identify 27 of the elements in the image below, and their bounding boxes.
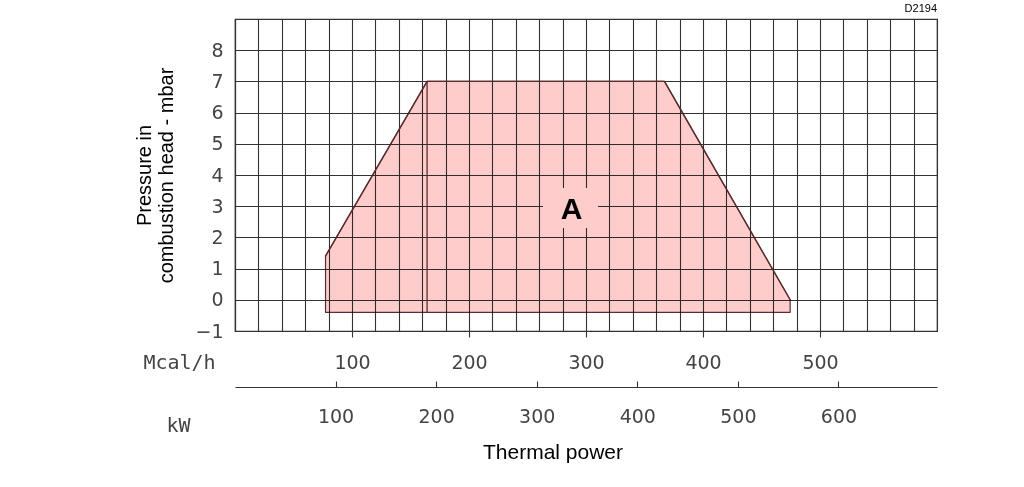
x-tick-label: 500 <box>720 404 757 427</box>
y-tick-label: 7 <box>211 69 224 92</box>
x-tick-label: 600 <box>820 404 858 427</box>
x2-tick-label: 400 <box>685 350 722 373</box>
y-axis-title: Pressure in combustion head - mbar <box>132 67 177 284</box>
x-tick-label: 400 <box>619 404 656 427</box>
y-tick-label: 2 <box>211 225 224 248</box>
y-tick-label: 1 <box>211 257 224 280</box>
x-axis-title: kW <box>166 412 192 437</box>
x2-tick-label: 300 <box>568 350 605 373</box>
text: D2194 <box>904 2 937 14</box>
text: Thermal power <box>482 440 624 463</box>
y-tick-label: 6 <box>211 101 224 124</box>
y-tick-label: 3 <box>211 194 224 217</box>
x-tick-label: 200 <box>418 404 455 427</box>
y-tick-label: 5 <box>211 132 224 155</box>
x-tick-label: 300 <box>519 404 556 427</box>
x2-tick-label: 200 <box>451 350 488 373</box>
x-tick-label: 100 <box>317 404 355 427</box>
y-tick-label: 0 <box>211 288 224 311</box>
annotation: A <box>560 191 583 225</box>
x2-tick-label: 500 <box>802 350 839 373</box>
x2-tick-label: 100 <box>334 350 371 373</box>
y-tick-label: −1 <box>195 319 224 342</box>
x2-axis-title: Mcal/h <box>143 349 216 374</box>
y-tick-label: 8 <box>211 38 224 61</box>
y-tick-label: 4 <box>211 163 224 186</box>
